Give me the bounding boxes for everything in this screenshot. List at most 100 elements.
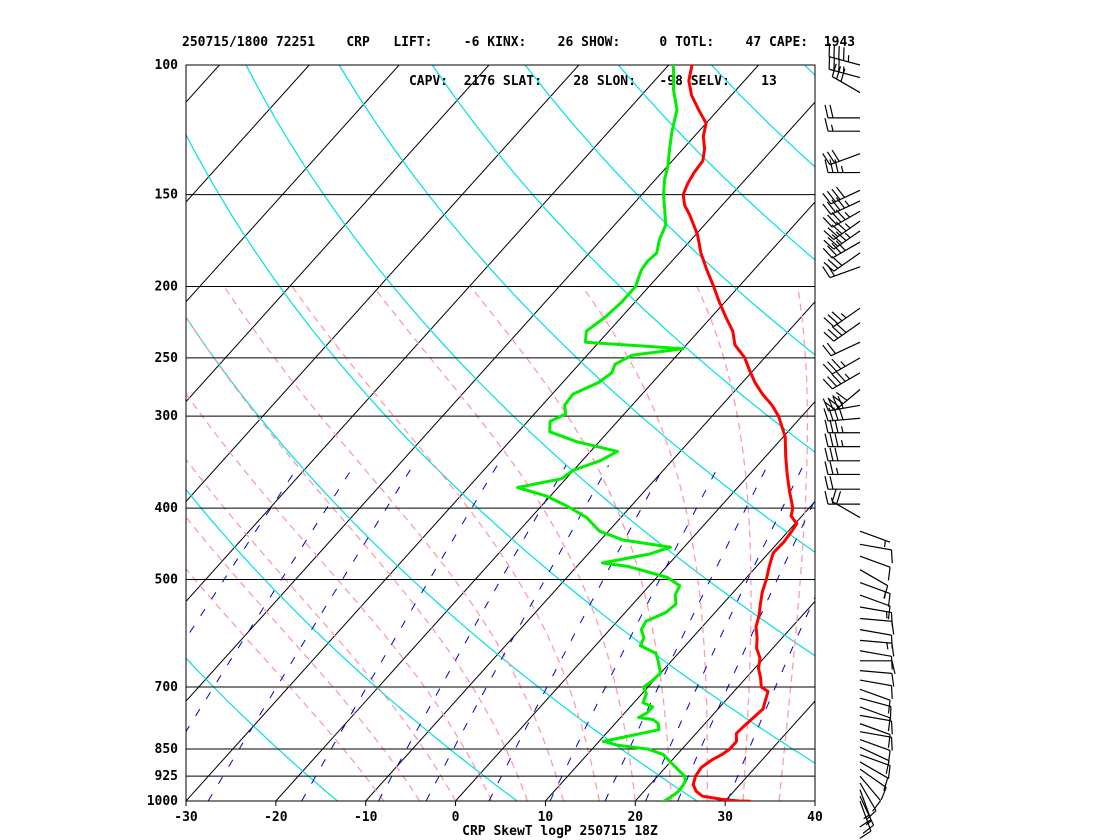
pressure-tick-label: 925 xyxy=(155,769,178,784)
dewpoint-point xyxy=(516,486,519,489)
temperature-point xyxy=(761,393,764,395)
dewpoint-point xyxy=(614,363,616,366)
dewpoint-point xyxy=(669,546,672,549)
wind-barb-flag xyxy=(826,201,837,213)
wind-barb xyxy=(822,264,861,279)
wind-barb xyxy=(859,688,891,714)
wind-barb-half-flag xyxy=(883,591,886,599)
wind-barb-flag xyxy=(835,323,847,333)
moist-adiabat-lines xyxy=(186,286,809,801)
sounding-header: 250715/1800 72251 CRP LIFT: -6 KINX: 26 … xyxy=(182,10,855,101)
isotherm-line xyxy=(0,65,40,801)
mixing-ratio-line xyxy=(645,465,804,801)
temperature-point xyxy=(701,160,704,162)
dewpoint-point xyxy=(637,277,640,280)
temperature-point xyxy=(782,541,785,544)
temperature-point xyxy=(784,455,787,458)
mixing-ratio-line xyxy=(488,465,666,801)
dewpoint-point xyxy=(671,130,673,133)
wind-barb-flag xyxy=(835,186,846,198)
moist-adiabat-line xyxy=(186,315,529,801)
wind-barb-staff xyxy=(831,241,861,259)
temperature-point xyxy=(702,135,705,138)
mixing-ratio-line xyxy=(301,465,498,801)
wind-barb-flag xyxy=(827,227,839,238)
wind-barb xyxy=(859,679,893,699)
temperature-point xyxy=(695,790,698,793)
temperature-point xyxy=(701,795,704,798)
wind-barb xyxy=(824,419,860,434)
wind-barb xyxy=(824,447,860,462)
wind-barb xyxy=(824,104,860,119)
temperature-tick-label: -20 xyxy=(264,810,288,825)
dewpoint-point xyxy=(676,108,678,111)
wind-barb-flag xyxy=(834,419,839,433)
isotherm-line xyxy=(186,65,670,603)
wind-barb-flag xyxy=(828,398,840,408)
wind-barb-staff xyxy=(859,639,892,644)
wind-barb-staff xyxy=(831,210,861,228)
temperature-tick-label: 20 xyxy=(627,810,643,825)
temperature-point xyxy=(683,204,686,207)
temperature-point xyxy=(690,94,693,97)
temperature-point xyxy=(765,578,768,581)
temperature-point xyxy=(686,182,689,185)
pressure-tick-label: 100 xyxy=(155,58,179,73)
dewpoint-point xyxy=(674,594,676,596)
temperature-point xyxy=(743,724,746,727)
dewpoint-point xyxy=(563,404,566,407)
pressure-tick-label: 500 xyxy=(155,572,179,587)
dewpoint-point xyxy=(664,224,667,227)
wind-barb xyxy=(859,775,882,812)
dry-adiabat-line xyxy=(338,65,815,554)
wind-barb-flag xyxy=(822,217,833,228)
isotherm-line xyxy=(455,400,815,801)
moist-adiabat-line xyxy=(581,286,709,801)
dewpoint-point xyxy=(662,193,665,196)
wind-barb-flag xyxy=(822,363,833,375)
wind-barb xyxy=(822,197,861,216)
isotherm-line xyxy=(365,301,815,801)
wind-barb-staff xyxy=(859,731,892,738)
wind-barb-flag xyxy=(890,685,893,699)
temperature-point xyxy=(755,647,758,650)
wind-barb-staff xyxy=(835,389,861,411)
wind-barb xyxy=(822,395,861,412)
x-axis-label: CRP SkewT logP 250715 18Z xyxy=(462,824,658,839)
wind-barb-flag xyxy=(824,419,829,433)
wind-barb-flag xyxy=(832,396,839,410)
wind-barb-flag xyxy=(834,447,839,461)
wind-barb-flag xyxy=(835,209,846,221)
pressure-tick-label: 850 xyxy=(155,742,179,757)
mixing-ratio-line xyxy=(726,595,815,801)
dewpoint-point xyxy=(584,341,587,344)
isotherm-line xyxy=(814,800,815,801)
isotherm-line xyxy=(186,65,490,403)
wind-barb-flag xyxy=(824,104,829,119)
wind-barb-half-flag xyxy=(840,439,844,447)
wind-barb-staff xyxy=(859,738,891,752)
wind-barb-half-flag xyxy=(840,165,844,173)
wind-barb-flag xyxy=(828,407,834,421)
wind-barb-flag xyxy=(829,433,834,447)
wind-barb-staff xyxy=(859,795,875,826)
wind-barb xyxy=(859,761,889,791)
temperature-point xyxy=(718,301,721,304)
dewpoint-point xyxy=(602,740,605,743)
wind-barb-staff xyxy=(833,230,861,250)
wind-barb-flag xyxy=(822,266,831,279)
dewpoint-point xyxy=(646,711,649,714)
wind-barb-flag xyxy=(831,242,842,254)
wind-barb-flag xyxy=(831,212,842,223)
wind-barb-flag xyxy=(827,314,839,325)
wind-barb-staff xyxy=(859,768,887,788)
wind-barb xyxy=(824,118,860,132)
wind-barb-flag xyxy=(890,549,893,564)
wind-barb-staff xyxy=(859,714,892,722)
wind-barb-flag xyxy=(824,461,829,475)
wind-barb-flag xyxy=(829,461,834,475)
wind-barb-flag xyxy=(823,331,835,342)
dewpoint-point xyxy=(585,330,588,333)
dry-adiabat-line xyxy=(524,65,815,356)
